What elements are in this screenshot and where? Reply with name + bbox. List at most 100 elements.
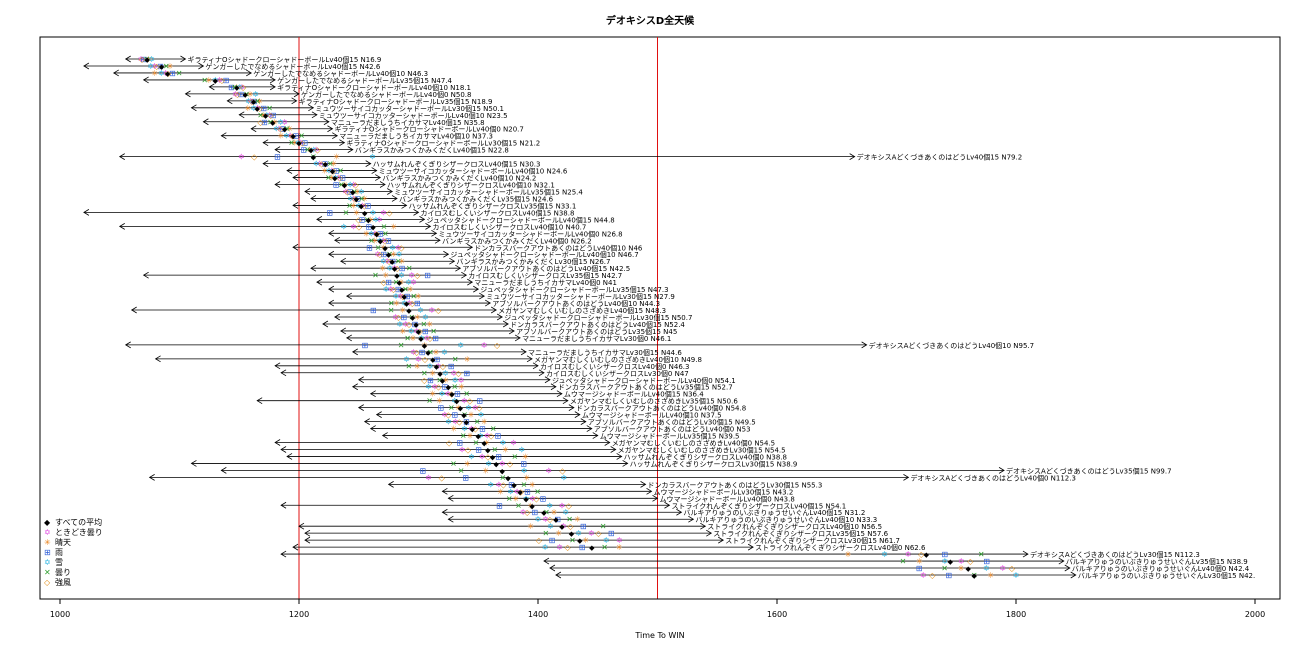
weather-marker: ✡ bbox=[518, 445, 525, 454]
mean-marker: ◆ bbox=[971, 572, 977, 580]
weather-marker: ⊞ bbox=[400, 313, 407, 322]
data-row: ✡✳ ⊞✡ ✕◇◆ アブソルバークアウトあくのはどうLv35個15 N45 bbox=[340, 327, 677, 336]
weather-marker: ✡ bbox=[999, 564, 1006, 573]
data-row: ✡✳ ⊞✡✕ ◇◆ マニューラだましうちイカサマLv30個0 N46.1 bbox=[346, 334, 671, 343]
weather-marker: ✡ bbox=[616, 536, 623, 545]
mean-marker: ◆ bbox=[296, 140, 302, 148]
range-arrow-right bbox=[646, 487, 653, 495]
weather-marker: ⊞ bbox=[365, 222, 372, 231]
weather-marker: ✡ bbox=[335, 174, 342, 183]
weather-marker: ✡ bbox=[472, 404, 479, 413]
weather-marker: ⊞ bbox=[157, 62, 164, 71]
legend-label: 雪 bbox=[55, 558, 63, 567]
weather-marker: ✡ bbox=[383, 285, 390, 294]
weather-marker: ⊞ bbox=[280, 125, 287, 134]
data-row: ✡✳ ⊞✡✕ ◇◆ ムウマージシャドーボールLv35個15 N39.5 bbox=[381, 432, 740, 441]
weather-marker: ✡ bbox=[283, 132, 290, 141]
weather-marker: ⊞ bbox=[608, 529, 615, 538]
range-arrow-left bbox=[310, 264, 317, 272]
data-row: ✡ ✳⊞ ✡✕◇ ◆ ジュペッタシャドークローシャドーボールLv40個10 N46.7 bbox=[328, 250, 639, 259]
range-arrow-left bbox=[124, 55, 131, 63]
mean-marker: ◆ bbox=[350, 188, 356, 196]
mean-marker: ◆ bbox=[541, 509, 547, 517]
weather-marker: ⊞ bbox=[260, 104, 267, 113]
weather-marker: ✳ bbox=[527, 501, 534, 510]
mean-marker: ◆ bbox=[553, 516, 559, 524]
weather-marker: ⊞ bbox=[322, 160, 329, 169]
weather-marker: ⊞ bbox=[359, 215, 366, 224]
mean-marker: ◆ bbox=[394, 272, 400, 280]
weather-marker: ◇ bbox=[485, 452, 492, 461]
weather-marker: ✕ bbox=[452, 355, 459, 364]
weather-marker: ✳ bbox=[442, 376, 449, 385]
weather-marker: ✳ bbox=[390, 222, 397, 231]
weather-marker: ✳ bbox=[555, 529, 562, 538]
weather-marker: ✡ bbox=[380, 236, 387, 245]
range-arrow-left bbox=[334, 236, 341, 244]
weather-marker: ◇ bbox=[465, 445, 472, 454]
weather-marker: ✡ bbox=[510, 439, 517, 448]
weather-marker: ⊞ bbox=[496, 501, 503, 510]
weather-marker: ✕ bbox=[375, 243, 382, 252]
row-label: ストライクれんぞくぎりシザークロスLv35個15 N57.6 bbox=[713, 529, 888, 538]
data-row: ✡✳ ⊞✡ ✕◇◆ マニューラだましうちイカサマLv40個10 N37.3 bbox=[220, 132, 493, 141]
weather-marker: ◇ bbox=[219, 76, 226, 85]
mean-marker: ◆ bbox=[966, 565, 972, 573]
weather-marker: ✕ bbox=[163, 62, 170, 71]
weather-marker: ✕ bbox=[534, 487, 541, 496]
weather-marker: ✳ bbox=[367, 215, 374, 224]
weather-marker: ◇ bbox=[374, 229, 381, 238]
weather-marker: ⊞ bbox=[385, 278, 392, 287]
weather-marker: ⊞ bbox=[554, 515, 561, 524]
weather-marker: ✕ bbox=[388, 306, 395, 315]
weather-marker: ✳ bbox=[410, 334, 417, 343]
weather-marker: ✕ bbox=[521, 480, 528, 489]
mean-marker: ◆ bbox=[430, 356, 436, 364]
mean-marker: ◆ bbox=[330, 168, 336, 176]
row-label: アブソルバークアウトあくのはどうLv40個0 N53 bbox=[594, 425, 751, 434]
range-arrow-right bbox=[431, 229, 438, 237]
range-arrow-right bbox=[610, 446, 617, 453]
weather-marker: ✡ bbox=[485, 459, 492, 468]
weather-marker: ⊞ bbox=[228, 83, 235, 92]
range-arrow-left bbox=[250, 125, 257, 133]
weather-marker: ✳ bbox=[527, 522, 534, 531]
weather-marker: ✡ bbox=[560, 522, 567, 531]
data-row: ✡ ✳ ⊞ ✡ ✕ ◇ ◆ デオキシスAどくづきあくのはどうLv40個0 N112.3 bbox=[148, 473, 1076, 482]
weather-marker: ✡ bbox=[245, 97, 252, 106]
weather-marker: ✕ bbox=[978, 550, 985, 559]
weather-marker: ✕ bbox=[426, 397, 433, 406]
weather-marker: ◇ bbox=[330, 167, 337, 176]
weather-marker: ✡ bbox=[500, 439, 507, 448]
weather-marker: ◇ bbox=[139, 55, 146, 64]
weather-marker: ✡ bbox=[559, 501, 566, 510]
weather-marker: ✡ bbox=[435, 362, 442, 371]
mean-marker: ◆ bbox=[374, 230, 380, 238]
weather-marker: ◇ bbox=[394, 264, 401, 273]
weather-marker: ✳ bbox=[244, 104, 251, 113]
weather-marker: ◇ bbox=[395, 313, 402, 322]
weather-marker: ◇ bbox=[355, 215, 362, 224]
range-arrow-left bbox=[83, 209, 90, 216]
weather-marker: ✡ bbox=[479, 452, 486, 461]
weather-marker: ⊞ bbox=[377, 229, 384, 238]
range-arrow-left bbox=[328, 285, 335, 293]
weather-marker: ⊞ bbox=[549, 536, 556, 545]
weather-marker: ⊞ bbox=[274, 153, 281, 162]
legend-marker: ⊞ bbox=[44, 548, 51, 557]
weather-marker: ✳ bbox=[464, 459, 471, 468]
data-row: ✡ ✳ ⊞ ✡ ✕ ◇ ◆ メガヤンマむしくいむしのさざめきLv35個15 N50.6 bbox=[256, 397, 738, 406]
range-arrow-right bbox=[467, 243, 474, 251]
row-label: メガヤンマむしくいむしのさざめきLv40個0 N54.5 bbox=[612, 439, 775, 448]
range-arrow-left bbox=[190, 104, 197, 112]
row-label: カイロスむしくいシザークロスLv40個10 N40.7 bbox=[432, 222, 586, 231]
row-label: ハッサムれんぞくぎりシザークロスLv35個15 N33.1 bbox=[409, 201, 577, 210]
weather-marker: ✡ bbox=[461, 425, 468, 434]
range-arrow-right bbox=[508, 327, 515, 335]
weather-marker: ✡ bbox=[535, 515, 542, 524]
data-row: ✡ ✳⊞✡ ✕◇◆ バンギラスかみつくかみくだくLv35個15 N24.6 bbox=[310, 194, 554, 203]
range-arrow-left bbox=[351, 383, 358, 391]
weather-marker: ⊞ bbox=[293, 132, 300, 141]
range-arrow-left bbox=[256, 397, 263, 405]
row-label: マニューラだましうちイカサマLv40個0 N41 bbox=[474, 278, 617, 287]
